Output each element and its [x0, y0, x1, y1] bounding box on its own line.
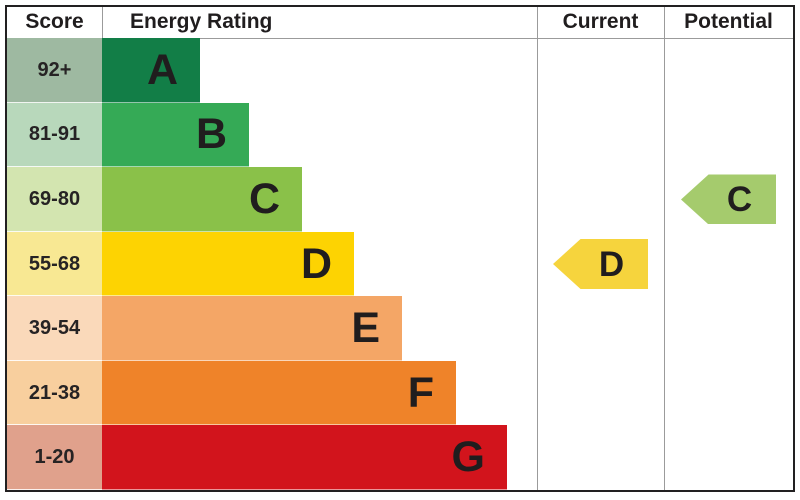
- epc-band-row: 1-20 G: [7, 425, 793, 491]
- potential-cell: C: [664, 167, 793, 232]
- rating-bar: G: [102, 425, 507, 491]
- score-cell: 21-38: [7, 360, 102, 426]
- potential-cell: [664, 232, 793, 297]
- current-rating-letter: D: [598, 244, 625, 284]
- potential-cell: [664, 296, 793, 361]
- epc-band-row: 69-80 C C: [7, 167, 793, 232]
- rating-band-letter: F: [407, 368, 434, 417]
- potential-cell: [664, 361, 793, 426]
- score-range-label: 21-38: [28, 381, 81, 404]
- epc-band-row: 55-68 D D: [7, 231, 793, 297]
- energy-rating-column-header: Energy Rating: [130, 10, 273, 33]
- potential-cell: [664, 38, 793, 103]
- epc-band-row: 39-54 E: [7, 296, 793, 361]
- score-range-label: 1-20: [34, 446, 75, 469]
- potential-cell: [664, 425, 793, 490]
- potential-rating-arrow: C: [681, 174, 776, 225]
- potential-column-divider: [664, 7, 665, 490]
- current-cell: [537, 38, 664, 103]
- rating-band-letter: B: [195, 110, 227, 159]
- score-cell: 39-54: [7, 296, 102, 361]
- potential-column-header: Potential: [684, 10, 773, 33]
- current-cell: [537, 361, 664, 426]
- score-cell: 1-20: [7, 425, 102, 491]
- rating-band-letter: D: [300, 239, 332, 288]
- epc-band-row: 21-38 F: [7, 360, 793, 426]
- epc-band-row: 92+ A: [7, 38, 793, 103]
- epc-rows: 92+ A 81-91 B 69-80 C C 55-68 D D: [7, 38, 793, 491]
- score-cell: 81-91: [7, 102, 102, 168]
- current-cell: [537, 296, 664, 361]
- rating-bar: F: [102, 360, 456, 426]
- rating-bar: D: [102, 231, 354, 297]
- rating-band-letter: G: [451, 433, 485, 482]
- current-column-header: Current: [562, 10, 639, 33]
- rating-band-letter: E: [351, 304, 380, 353]
- current-cell: [537, 425, 664, 490]
- score-range-label: 69-80: [28, 187, 81, 210]
- score-range-label: 92+: [37, 58, 72, 81]
- current-rating-arrow: D: [553, 239, 648, 290]
- rating-band-letter: C: [248, 174, 280, 223]
- score-column-header: Score: [25, 10, 84, 33]
- score-range-label: 55-68: [28, 252, 81, 275]
- current-cell: [537, 103, 664, 168]
- current-cell: D: [537, 232, 664, 297]
- header-divider: [7, 38, 793, 39]
- score-cell: 69-80: [7, 167, 102, 232]
- current-column-divider: [537, 7, 538, 490]
- rating-bar: B: [102, 102, 249, 168]
- score-range-label: 81-91: [28, 123, 81, 146]
- potential-cell: [664, 103, 793, 168]
- rating-bar: A: [102, 38, 200, 103]
- potential-rating-letter: C: [726, 179, 753, 219]
- score-range-label: 39-54: [28, 317, 81, 340]
- score-cell: 55-68: [7, 231, 102, 297]
- score-cell: 92+: [7, 38, 102, 103]
- rating-band-letter: A: [146, 45, 178, 94]
- rating-bar: C: [102, 167, 302, 232]
- rating-bar: E: [102, 296, 402, 361]
- epc-table: Score Energy Rating Current Potential 92…: [5, 5, 795, 492]
- epc-band-row: 81-91 B: [7, 102, 793, 168]
- current-cell: [537, 167, 664, 232]
